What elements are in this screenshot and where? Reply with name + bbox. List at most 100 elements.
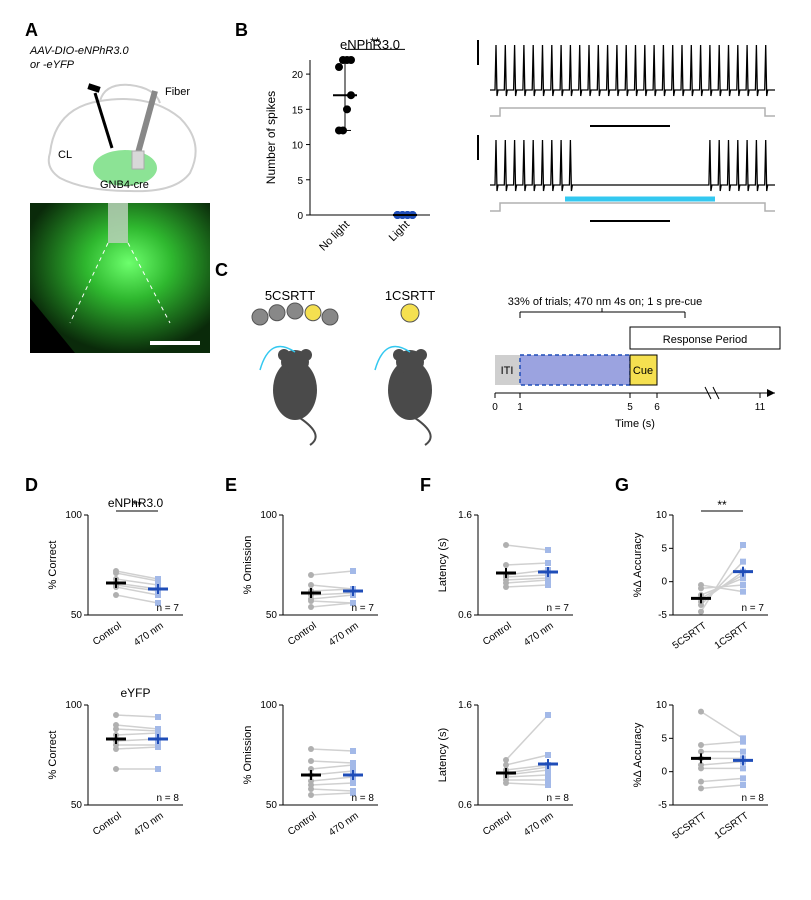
svg-text:5: 5 [627, 402, 633, 413]
chart-d-enphr: 50100eNPhR3.0% CorrectControl470 nmn = 7… [40, 495, 225, 675]
fiber-label: Fiber [165, 86, 190, 98]
plot-d2: 50 100 eYFP % Correct Control 470 nm n = 8 [40, 685, 225, 865]
svg-text:Time (s): Time (s) [615, 418, 655, 430]
svg-text:Control: Control [286, 620, 319, 648]
svg-text:0: 0 [492, 402, 498, 413]
svg-text:470 nm: 470 nm [132, 620, 166, 648]
panel-c-left: 5CSRTT 1CSRTT [235, 285, 475, 465]
svg-text:Control: Control [91, 620, 124, 648]
svg-text:n = 7: n = 7 [351, 603, 374, 614]
svg-text:-5: -5 [658, 800, 667, 811]
svg-text:% Omission: % Omission [242, 726, 254, 785]
svg-text:0: 0 [661, 577, 667, 588]
svg-text:33% of trials; 470 nm 4s on; 1: 33% of trials; 470 nm 4s on; 1 s pre-cue [508, 296, 702, 308]
svg-text:0: 0 [297, 211, 303, 222]
svg-text:Response Period: Response Period [663, 334, 747, 346]
plot-e2: 50 100 % Omission Control 470 nm n = 8 [235, 685, 420, 865]
svg-text:eYFP: eYFP [120, 686, 150, 700]
svg-text:% Correct: % Correct [47, 731, 59, 780]
svg-text:1CSRTT: 1CSRTT [713, 620, 751, 651]
chart-g-eyfp: -50510%Δ Accuracy5CSRTT1CSRTTn = 8 [625, 685, 810, 865]
svg-text:100: 100 [260, 510, 277, 521]
svg-text:11: 11 [755, 402, 766, 413]
svg-text:Latency (s): Latency (s) [437, 728, 449, 782]
svg-text:50: 50 [71, 610, 83, 621]
svg-text:5CSRTT: 5CSRTT [671, 620, 709, 651]
brain-schematic: Fiber CL GNB4-cre [30, 73, 210, 203]
svg-text:ITI: ITI [501, 365, 514, 377]
svg-text:0.6: 0.6 [458, 800, 472, 811]
panel-label-f: F [420, 475, 431, 496]
svg-text:**: ** [717, 498, 727, 512]
svg-text:50: 50 [266, 610, 278, 621]
svg-text:Control: Control [481, 620, 514, 648]
svg-text:20: 20 [292, 70, 304, 81]
svg-text:5: 5 [661, 543, 667, 554]
figure-root: A B C D E F G AAV-DIO-eNPhR3.0or -eYFP F… [20, 20, 791, 880]
ephys-traces [470, 35, 790, 235]
svg-text:470 nm: 470 nm [522, 810, 556, 838]
svg-text:n = 8: n = 8 [351, 793, 374, 804]
svg-text:Control: Control [91, 810, 124, 838]
plot-e1: 50100% OmissionControl470 nmn = 7 [235, 495, 420, 675]
svg-text:1: 1 [517, 402, 523, 413]
svg-text:n = 7: n = 7 [741, 603, 764, 614]
svg-text:50: 50 [71, 800, 83, 811]
timeline-schematic: 33% of trials; 470 nm 4s on; 1 s pre-cue… [475, 290, 795, 465]
svg-text:-5: -5 [658, 610, 667, 621]
svg-text:**: ** [132, 498, 142, 512]
plot-g2: -50510%Δ Accuracy5CSRTT1CSRTTn = 8 [625, 685, 810, 865]
svg-text:n = 8: n = 8 [546, 793, 569, 804]
cre-label: GNB4-cre [100, 179, 149, 191]
svg-text:0: 0 [661, 767, 667, 778]
svg-text:470 nm: 470 nm [327, 620, 361, 648]
chart-e-enphr: 50100% OmissionControl470 nmn = 7 [235, 495, 420, 675]
svg-text:1.6: 1.6 [458, 510, 472, 521]
svg-text:470 nm: 470 nm [132, 810, 166, 838]
svg-text:470 nm: 470 nm [327, 810, 361, 838]
panel-label-d: D [25, 475, 38, 496]
svg-text:1CSRTT: 1CSRTT [385, 288, 435, 303]
plot-f1: 0.61.6Latency (s)Control470 nmn = 7 [430, 495, 615, 675]
cl-label: CL [58, 149, 72, 161]
svg-text:15: 15 [292, 105, 304, 116]
svg-text:5CSRTT: 5CSRTT [265, 288, 315, 303]
svg-text:No light: No light [317, 219, 352, 254]
svg-text:10: 10 [656, 510, 668, 521]
svg-text:5CSRTT: 5CSRTT [671, 810, 709, 841]
svg-text:5: 5 [661, 733, 667, 744]
panel-a: AAV-DIO-eNPhR3.0or -eYFP Fiber CL GNB4-c… [30, 45, 220, 363]
svg-text:%Δ Accuracy: %Δ Accuracy [632, 722, 644, 787]
panel-label-g: G [615, 475, 629, 496]
svg-text:5: 5 [297, 176, 303, 187]
svg-text:**: ** [370, 35, 380, 49]
chart-e-eyfp: 50 100 % Omission Control 470 nm n = 8 [235, 685, 420, 865]
svg-text:1.6: 1.6 [458, 700, 472, 711]
svg-text:Latency (s): Latency (s) [437, 538, 449, 592]
svg-text:Number of spikes: Number of spikes [264, 91, 278, 184]
svg-text:Control: Control [286, 810, 319, 838]
panel-c-right: 33% of trials; 470 nm 4s on; 1 s pre-cue… [475, 290, 795, 465]
svg-text:10: 10 [656, 700, 668, 711]
svg-text:n = 7: n = 7 [546, 603, 569, 614]
svg-text:470 nm: 470 nm [522, 620, 556, 648]
panel-label-b: B [235, 20, 248, 41]
svg-text:Control: Control [481, 810, 514, 838]
virus-label: AAV-DIO-eNPhR3.0or -eYFP [30, 45, 220, 73]
svg-text:100: 100 [65, 700, 82, 711]
chart-f-enphr: 0.61.6Latency (s)Control470 nmn = 7 [430, 495, 615, 675]
svg-text:6: 6 [654, 402, 660, 413]
panel-b-traces [470, 35, 790, 235]
svg-text:10: 10 [292, 141, 304, 152]
svg-text:50: 50 [266, 800, 278, 811]
panel-label-a: A [25, 20, 38, 41]
plot-f2: 0.6 1.6 Latency (s) Control 470 nm n = 8 [430, 685, 615, 865]
svg-text:1CSRTT: 1CSRTT [713, 810, 751, 841]
chart-f-eyfp: 0.6 1.6 Latency (s) Control 470 nm n = 8 [430, 685, 615, 865]
chart-d-eyfp: 50 100 eYFP % Correct Control 470 nm n = 8 [40, 685, 225, 865]
svg-text:100: 100 [260, 700, 277, 711]
plot-g1: -50510%Δ Accuracy5CSRTT1CSRTTn = 7** [625, 495, 810, 675]
task-schematic: 5CSRTT 1CSRTT [235, 285, 475, 465]
svg-text:n = 8: n = 8 [156, 793, 179, 804]
svg-text:Cue: Cue [633, 365, 653, 377]
